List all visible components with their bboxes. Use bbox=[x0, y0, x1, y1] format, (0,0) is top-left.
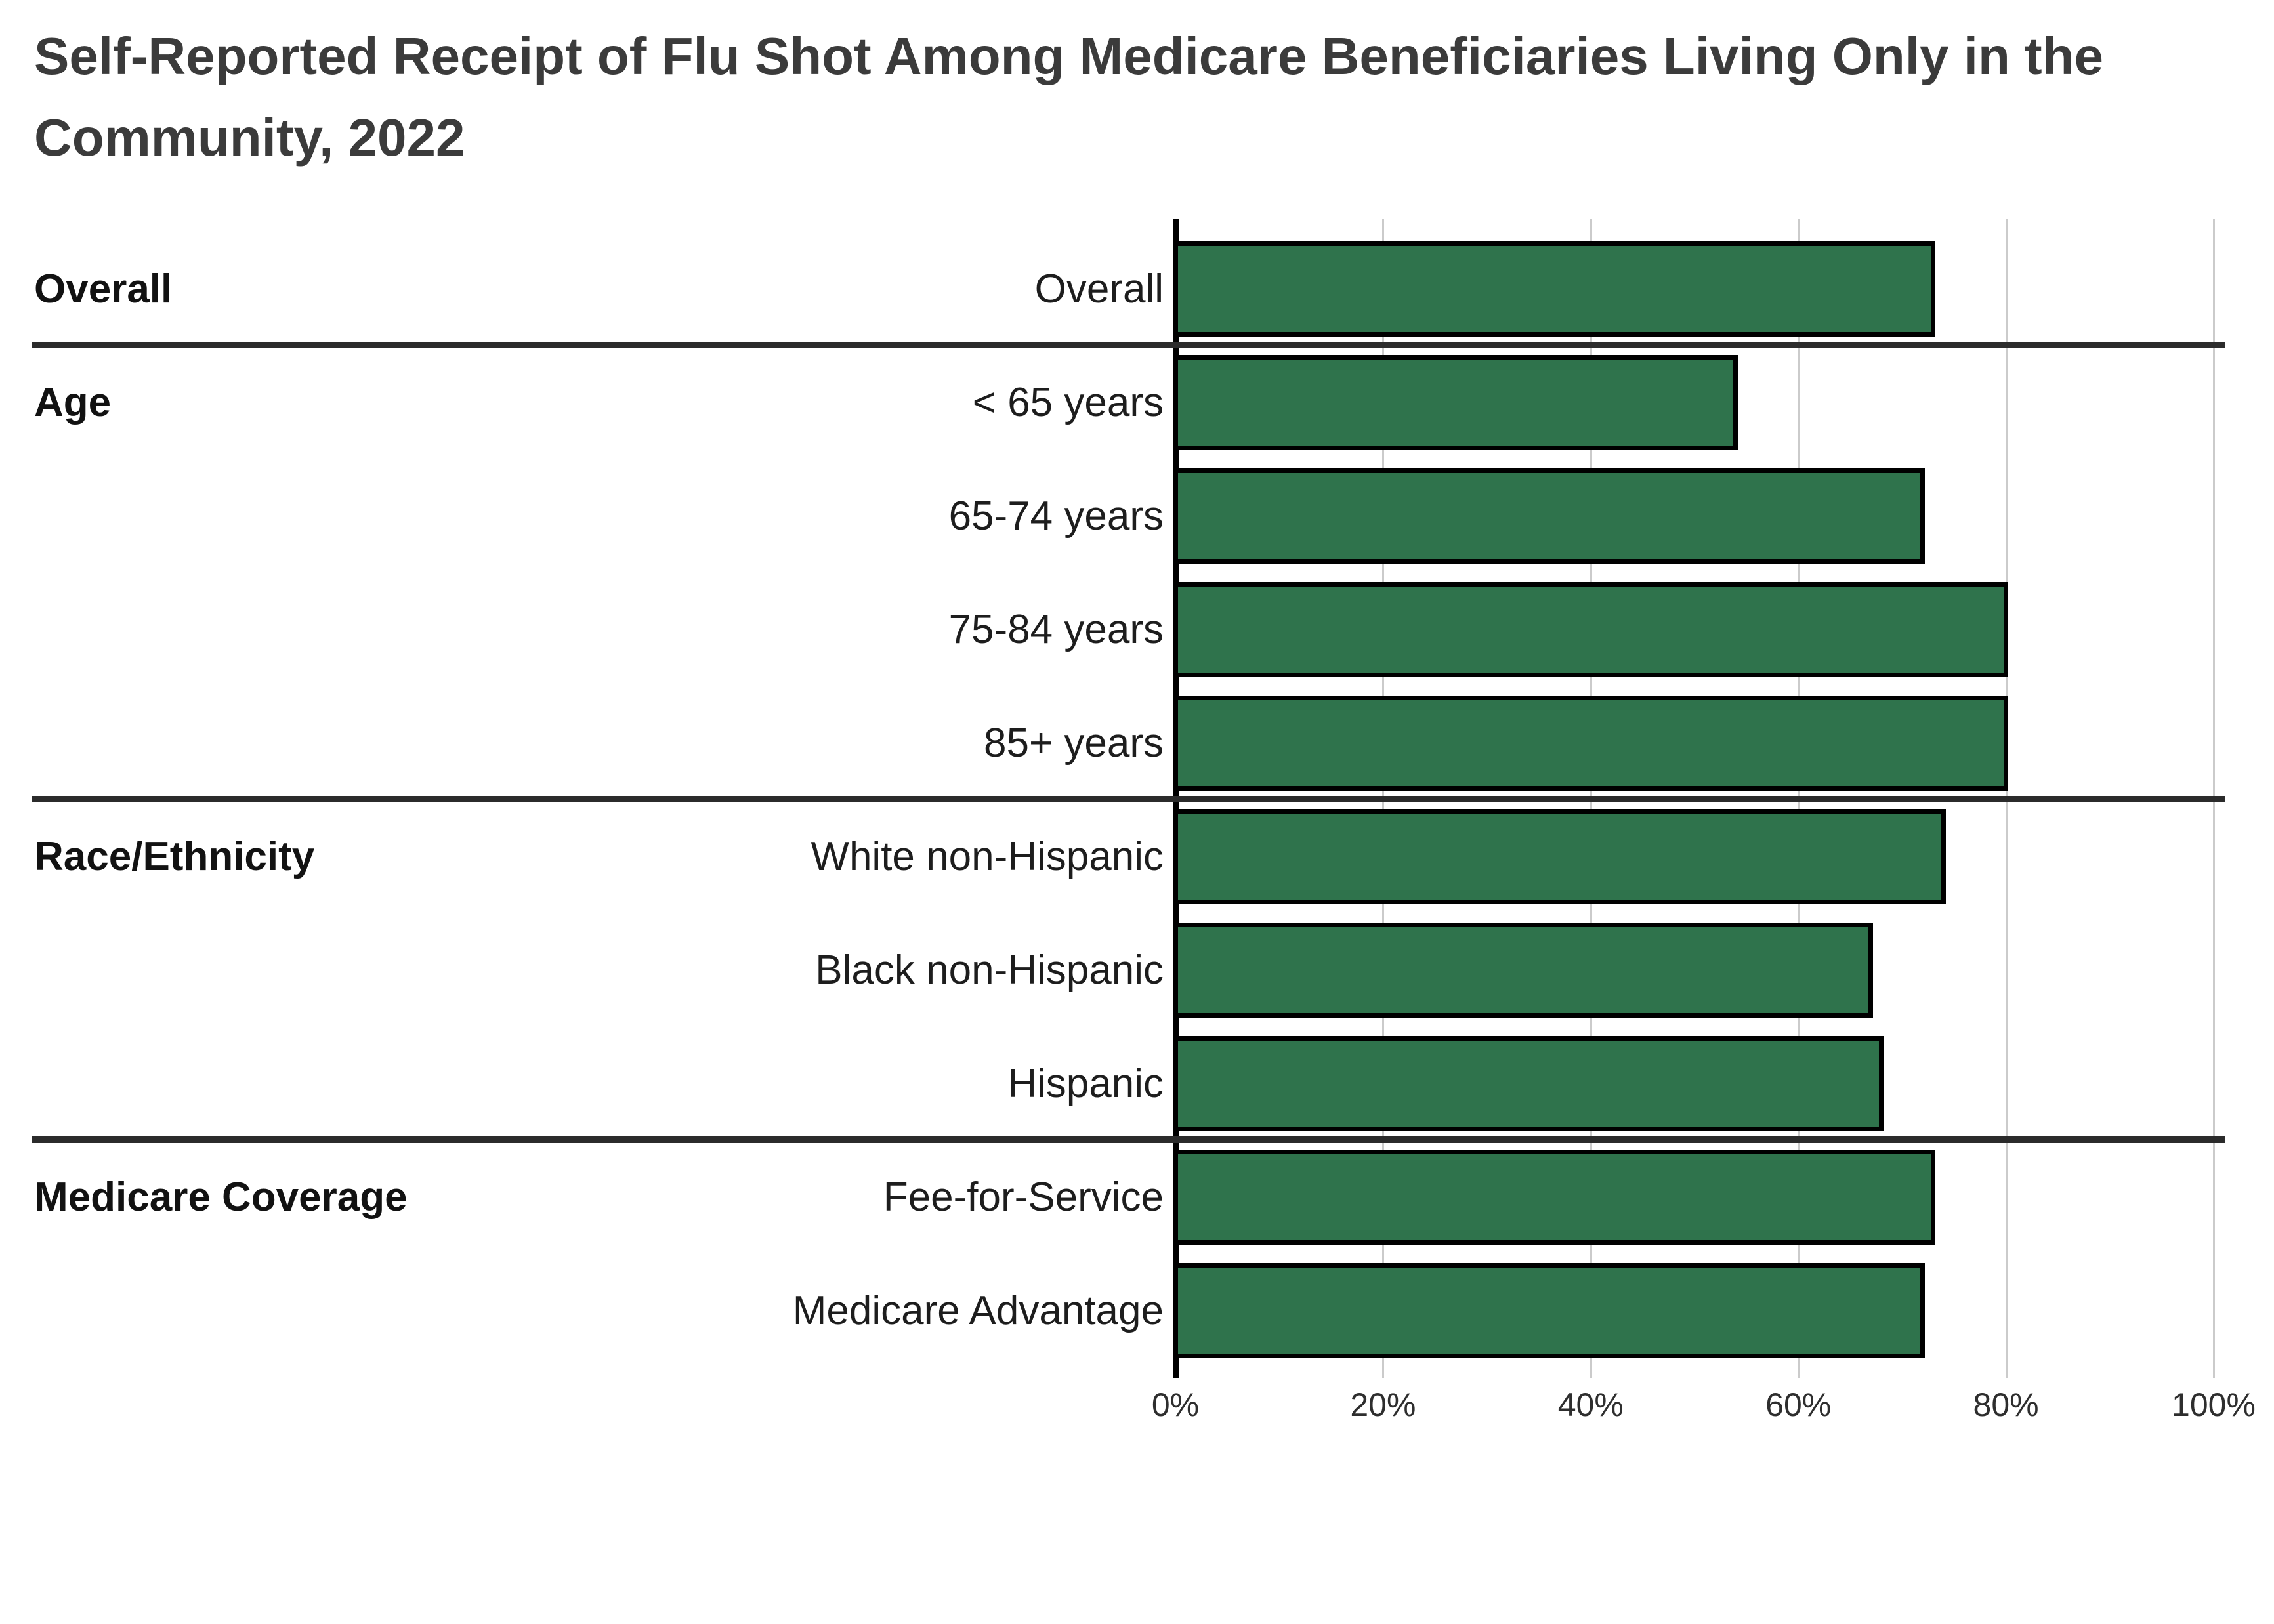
group-label-medicare-coverage: Medicare Coverage bbox=[34, 1175, 408, 1220]
row-label-65-74-years: 65-74 years bbox=[948, 493, 1164, 539]
group-label-race-ethnicity: Race/Ethnicity bbox=[34, 834, 315, 879]
row-label-medicare-advantage: Medicare Advantage bbox=[792, 1288, 1164, 1333]
bar-65-years bbox=[1173, 355, 1738, 450]
row-label-black-non-hispanic: Black non-Hispanic bbox=[815, 947, 1164, 993]
row-label-overall: Overall bbox=[1034, 266, 1164, 312]
chart-title: Self-Reported Receipt of Flu Shot Among … bbox=[34, 27, 2104, 167]
section-divider-age bbox=[32, 342, 2225, 348]
bar-hispanic bbox=[1173, 1036, 1884, 1131]
x-tick-label-80: 80% bbox=[1973, 1386, 2039, 1423]
bar-75-84-years bbox=[1173, 582, 2008, 677]
x-tick-label-0: 0% bbox=[1151, 1386, 1200, 1423]
row-label-85-years: 85+ years bbox=[983, 720, 1164, 766]
x-tick-label-100: 100% bbox=[2172, 1386, 2256, 1423]
bar-65-74-years bbox=[1173, 468, 1925, 564]
bar-85-years bbox=[1173, 696, 2008, 791]
row-label-hispanic: Hispanic bbox=[1007, 1061, 1164, 1106]
row-label-fee-for-service: Fee-for-Service bbox=[883, 1175, 1164, 1220]
section-divider-race-ethnicity bbox=[32, 796, 2225, 802]
row-label-65-years: < 65 years bbox=[972, 380, 1164, 425]
row-label-75-84-years: 75-84 years bbox=[948, 607, 1164, 652]
bar-fee-for-service bbox=[1173, 1150, 1935, 1245]
x-tick-label-40: 40% bbox=[1557, 1386, 1624, 1423]
bar-white-non-hispanic bbox=[1173, 809, 1946, 904]
group-label-overall: Overall bbox=[34, 266, 173, 312]
bar-medicare-advantage bbox=[1173, 1263, 1925, 1358]
x-tick-label-20: 20% bbox=[1350, 1386, 1416, 1423]
bar-overall bbox=[1173, 241, 1935, 337]
section-divider-medicare-coverage bbox=[32, 1136, 2225, 1143]
row-label-white-non-hispanic: White non-Hispanic bbox=[811, 834, 1164, 879]
x-tick-label-60: 60% bbox=[1765, 1386, 1832, 1423]
group-label-age: Age bbox=[34, 380, 112, 425]
bar-black-non-hispanic bbox=[1173, 923, 1873, 1018]
